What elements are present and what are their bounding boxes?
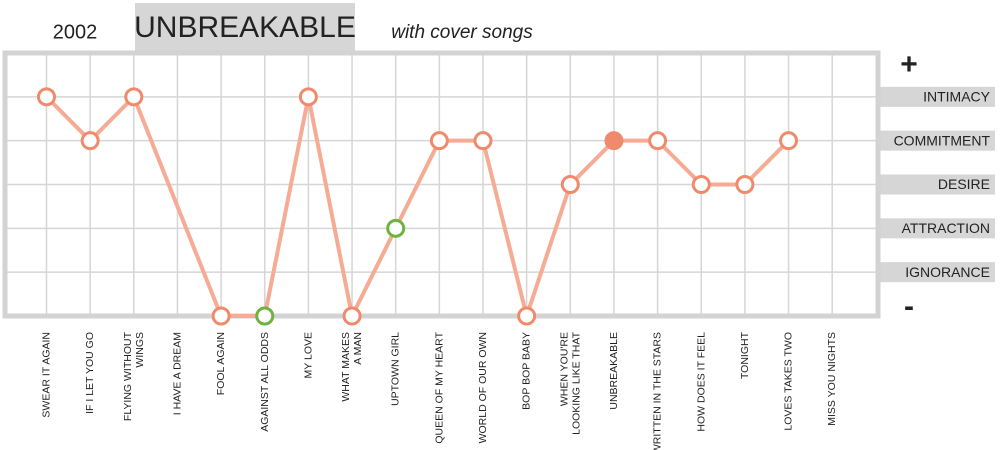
x-tick-label: HOW DOES IT FEEL — [695, 332, 707, 432]
x-tick-label: WHAT MAKESA MAN — [340, 332, 364, 402]
y-tick-band — [880, 262, 995, 283]
line-segment — [350, 226, 398, 318]
y-tick-label: IGNORANCE — [905, 264, 990, 280]
y-tick-band — [880, 174, 995, 195]
title-box — [135, 3, 355, 52]
x-tick-label: BOP BOP BABY — [520, 332, 532, 410]
year: 2002 — [53, 21, 98, 43]
line-segment — [393, 138, 442, 231]
x-tick-label: AGAINST ALL ODDS — [259, 332, 271, 432]
line-segment — [262, 94, 311, 318]
x-tick-label: MY LOVE — [302, 332, 314, 379]
y-tick-label: DESIRE — [938, 176, 990, 192]
point — [298, 87, 318, 107]
line-segment — [568, 138, 616, 187]
x-tick-label: IF I LET YOU GO — [84, 332, 96, 414]
point — [80, 131, 100, 151]
x-tick-label: WHEN YOU'RELOOKING LIKE THAT — [558, 331, 582, 434]
y-tick-band — [880, 86, 995, 107]
point — [124, 87, 144, 107]
point — [691, 175, 711, 194]
y-tick-label: INTIMACY — [923, 89, 991, 105]
y-tick-band — [880, 218, 995, 239]
x-tick-label: FLYING WITHOUTWINGS — [122, 331, 146, 421]
point — [604, 131, 624, 151]
point — [779, 131, 799, 151]
x-tick-label: MISS YOU NIGHTS — [826, 332, 838, 426]
x-tick-label: TONIGHT — [739, 331, 751, 379]
y-tick-label: COMMITMENT — [894, 132, 991, 148]
x-tick-label: FOOL AGAIN — [215, 332, 227, 395]
bottom-label: - — [904, 290, 914, 323]
y-tick-band — [880, 130, 995, 151]
chart-title: UNBREAKABLE — [134, 11, 356, 44]
x-tick-label: SWEAR IT AGAIN — [40, 332, 52, 418]
x-tick-label: QUEEN OF MY HEART — [433, 331, 445, 443]
x-tick-label: LOVES TAKES TWO — [782, 332, 794, 431]
point — [386, 218, 406, 238]
x-tick-label: WRITTEN IN THE STARS — [651, 332, 663, 450]
x-tick-label: WORLD OF OUR OWN — [477, 332, 489, 443]
subtitle: with cover songs — [391, 22, 533, 43]
plot-frame — [2, 50, 881, 319]
y-tick-label: ATTRACTION — [902, 220, 990, 236]
point — [735, 175, 755, 194]
line-segment — [655, 138, 704, 187]
point — [648, 131, 668, 151]
point — [429, 131, 449, 151]
line-segment — [481, 138, 529, 318]
point — [517, 306, 537, 326]
point — [560, 175, 580, 194]
point — [473, 131, 493, 151]
line-segment — [131, 94, 224, 318]
line-segment — [44, 94, 93, 143]
top-label: + — [900, 48, 918, 81]
line-segment — [742, 138, 791, 187]
point — [342, 306, 362, 326]
point — [211, 306, 231, 326]
line-segment — [306, 94, 355, 318]
x-tick-label: UNBREAKABLE — [608, 332, 620, 410]
line-segment — [524, 182, 573, 318]
x-tick-label: UPTOWN GIRL — [389, 332, 401, 406]
point — [255, 306, 275, 326]
point — [37, 87, 56, 107]
x-tick-label: I HAVE A DREAM — [171, 332, 183, 415]
line-segment — [88, 94, 136, 143]
